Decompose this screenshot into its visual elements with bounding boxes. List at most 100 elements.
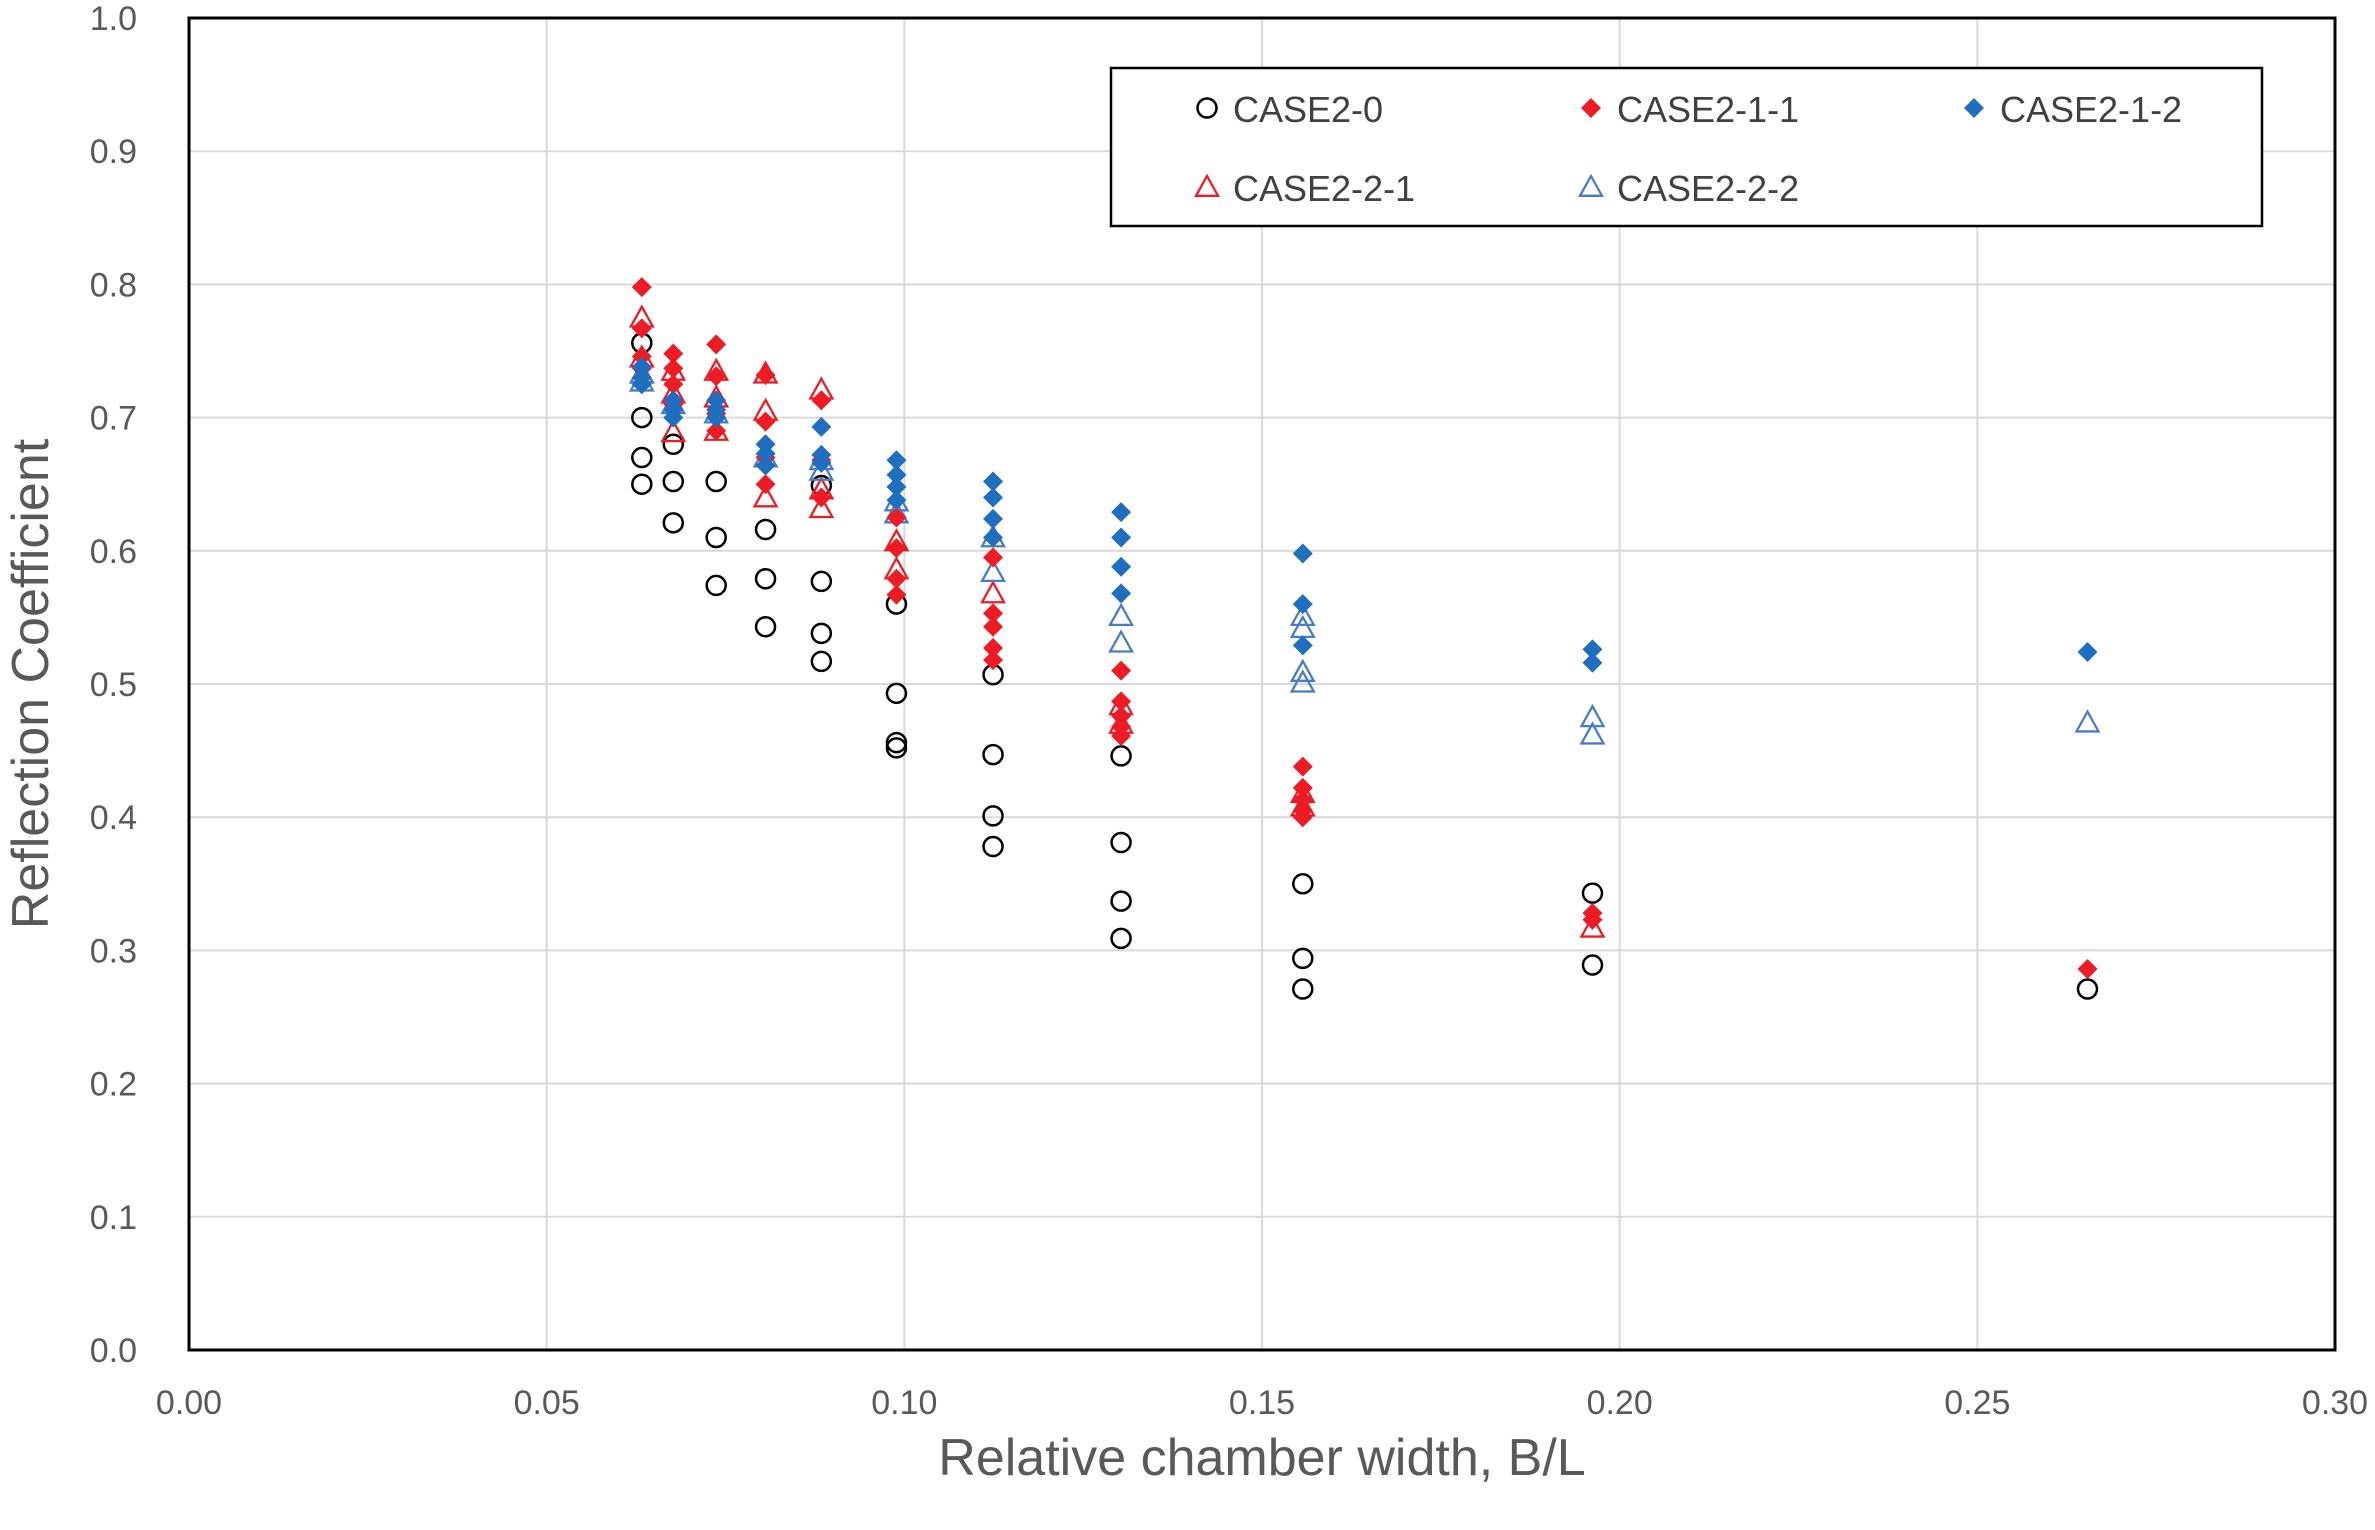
data-point (886, 450, 907, 471)
data-series (628, 277, 2101, 1000)
data-point (1579, 914, 1606, 938)
data-point (1111, 502, 1132, 523)
data-point (663, 343, 684, 364)
data-point (706, 366, 727, 387)
data-point (1582, 909, 1603, 930)
data-point (662, 512, 685, 534)
data-point (1111, 527, 1132, 548)
data-point (983, 616, 1004, 637)
y-axis-title: Reflection Coefficient (2, 438, 60, 929)
data-point (754, 568, 777, 590)
y-tick-label: 1.0 (90, 0, 137, 38)
data-point (752, 484, 779, 508)
legend-box (1109, 66, 2264, 228)
legend-marker (1578, 173, 1604, 197)
data-point (1111, 556, 1132, 577)
data-point (1292, 947, 1314, 970)
legend-marker (1194, 173, 1220, 197)
data-point (1289, 669, 1316, 693)
y-tick-label: 0.3 (90, 932, 137, 970)
data-point (811, 390, 832, 411)
legend-label: CASE2-0 (1233, 89, 1383, 130)
data-point (754, 615, 777, 638)
x-tick-label: 0.20 (1587, 1384, 1653, 1422)
data-point (983, 471, 1004, 492)
data-point (808, 494, 835, 519)
data-point (983, 650, 1004, 671)
legend-item: CASE2-2-1 (1194, 168, 1415, 209)
legend-marker (1196, 97, 1218, 119)
data-point (631, 277, 652, 298)
y-tick-label: 0.2 (90, 1066, 137, 1104)
data-point (1110, 831, 1132, 854)
y-tick-label: 0.0 (90, 1332, 137, 1370)
data-point (1292, 777, 1313, 798)
legend-label: CASE2-2-2 (1617, 168, 1799, 209)
data-point (886, 568, 907, 589)
y-tick-label: 0.8 (90, 266, 137, 304)
data-point (755, 411, 776, 432)
data-point (810, 570, 833, 593)
data-point (705, 574, 727, 597)
data-point (1581, 954, 1604, 976)
data-point (1108, 602, 1135, 627)
data-point (662, 470, 685, 493)
x-tick-label: 0.05 (514, 1384, 580, 1422)
data-point (754, 518, 777, 541)
data-point (983, 487, 1004, 508)
data-point (1111, 660, 1132, 681)
data-point (1110, 745, 1132, 767)
legend-items: CASE2-0 CASE2-1-1 CASE2-1-2 CASE2-2-1 CASE2-… (1194, 89, 2182, 209)
data-point (811, 416, 832, 437)
legend-item: CASE2-1-2 (1964, 89, 2182, 130)
data-point (705, 470, 727, 493)
x-tick-label: 0.15 (1229, 1384, 1295, 1422)
data-point (706, 334, 727, 355)
x-axis-title: Relative chamber width, B/L (938, 1429, 1585, 1487)
data-point (631, 356, 652, 377)
data-point (2077, 642, 2098, 663)
data-point (631, 346, 652, 367)
data-point (983, 638, 1004, 659)
legend-label: CASE2-2-1 (1233, 168, 1415, 209)
data-point (755, 474, 776, 495)
data-point (885, 737, 908, 759)
data-point (980, 558, 1006, 583)
data-point (705, 526, 727, 549)
data-point (755, 455, 776, 476)
data-point (1110, 927, 1132, 950)
data-point (886, 584, 907, 605)
legend-item: CASE2-2-2 (1578, 168, 1799, 209)
data-point (810, 650, 833, 673)
y-tick-label: 0.9 (90, 133, 137, 171)
gridlines (189, 18, 2335, 1350)
y-tick-label: 0.5 (90, 666, 137, 704)
data-point (1292, 789, 1313, 810)
data-point (1579, 703, 1606, 728)
data-point (982, 805, 1004, 827)
data-point (1292, 978, 1314, 1000)
data-point (2074, 709, 2101, 733)
data-point (1582, 652, 1603, 673)
data-point (755, 364, 776, 385)
data-point (808, 457, 835, 481)
tick-labels: 0.0 0.1 0.2 0.3 0.4 0.5 0.6 0.7 0.8 0.9 1.0 0.00 0.0… (90, 0, 2368, 1422)
y-tick-label: 0.1 (90, 1199, 137, 1237)
data-point (1111, 725, 1132, 746)
data-point (631, 446, 653, 469)
data-point (1579, 721, 1606, 745)
data-point (631, 374, 652, 395)
legend-label: CASE2-1-2 (2000, 89, 2182, 130)
x-tick-label: 0.30 (2302, 1384, 2368, 1422)
data-point (662, 433, 685, 455)
data-point (810, 622, 833, 645)
data-point (983, 547, 1004, 568)
x-tick-label: 0.25 (1944, 1384, 2010, 1422)
x-tick-label: 0.00 (156, 1384, 222, 1422)
data-point (982, 835, 1004, 858)
plot-area-border (187, 16, 2337, 1352)
data-point (706, 407, 727, 428)
data-point (983, 508, 1004, 529)
legend-label: CASE2-1-1 (1617, 89, 1799, 130)
data-point (1582, 639, 1603, 660)
